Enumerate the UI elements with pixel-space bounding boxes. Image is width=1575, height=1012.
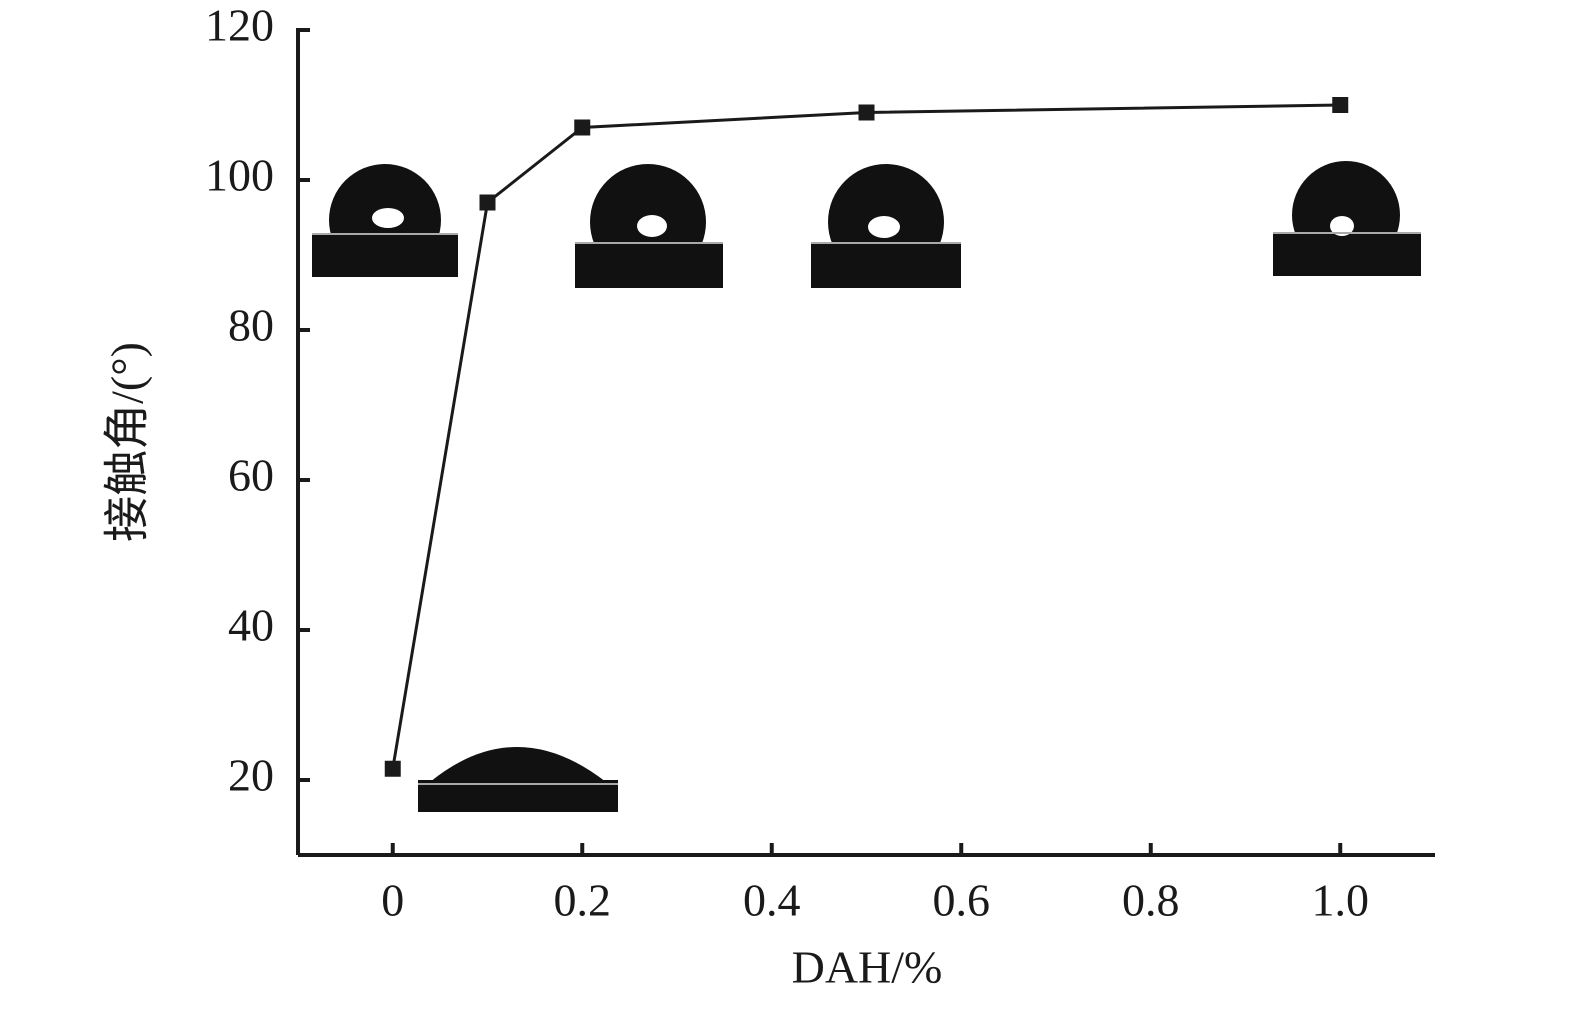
data-point (574, 119, 591, 136)
x-tick-label: 0.8 (1122, 875, 1180, 926)
droplet-images (312, 161, 1421, 812)
data-point (479, 194, 496, 211)
droplet (811, 164, 961, 288)
data-point (384, 760, 401, 777)
data-point (1332, 97, 1349, 113)
y-tick-label: 40 (228, 600, 274, 651)
x-axis-label: DAH/% (792, 942, 943, 993)
x-tick-label: 1.0 (1312, 875, 1370, 926)
y-tick-label: 60 (228, 450, 274, 501)
y-tick-label: 120 (205, 0, 274, 51)
x-tick-label: 0.2 (554, 875, 612, 926)
y-tick-label: 80 (228, 300, 274, 351)
x-tick-label: 0.6 (933, 875, 991, 926)
x-tick-label: 0 (381, 875, 404, 926)
droplet (312, 164, 458, 277)
droplet (418, 747, 618, 812)
y-tick-label: 20 (228, 750, 274, 801)
y-axis-label: 接触角/(°) (102, 342, 153, 542)
y-tick-label: 100 (205, 150, 274, 201)
x-tick-label: 0.4 (743, 875, 801, 926)
droplet (1273, 161, 1421, 276)
droplet (575, 164, 723, 288)
data-point (858, 104, 875, 121)
